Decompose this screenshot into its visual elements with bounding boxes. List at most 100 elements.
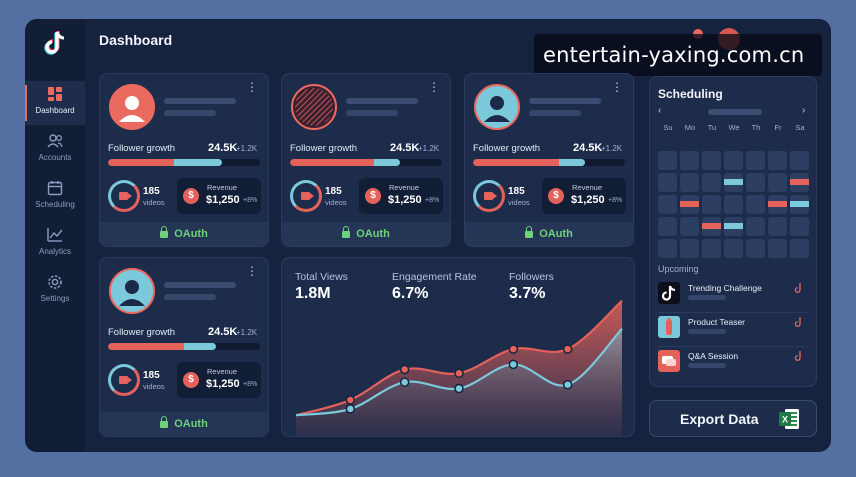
profile-avatar[interactable] xyxy=(109,268,155,314)
calendar-day-cell[interactable] xyxy=(702,151,721,170)
calendar-event-marker[interactable] xyxy=(768,201,787,207)
prev-month-icon[interactable]: ‹ xyxy=(658,105,662,116)
revenue-value: $1,250 xyxy=(206,194,240,206)
analytics-chart-card: Total Views 1.8M Engagement Rate 6.7% Fo… xyxy=(281,257,635,437)
calendar-event-marker[interactable] xyxy=(724,179,743,185)
calendar-day-cell[interactable] xyxy=(680,217,699,236)
profile-avatar[interactable] xyxy=(291,84,337,130)
calendar-day-cell[interactable] xyxy=(746,195,765,214)
calendar-day-cell[interactable] xyxy=(680,239,699,258)
data-point[interactable] xyxy=(562,344,573,354)
upcoming-title: Q&A Session xyxy=(688,351,739,361)
data-point[interactable] xyxy=(399,377,410,387)
calendar-day-cell[interactable] xyxy=(702,173,721,192)
revenue-value: $1,250 xyxy=(206,378,240,390)
data-point[interactable] xyxy=(454,383,464,394)
calendar-event-marker[interactable] xyxy=(790,201,809,207)
divider xyxy=(658,346,808,347)
lock-icon xyxy=(525,226,534,238)
follower-growth-label: Follower growth xyxy=(108,327,176,338)
follower-growth-label: Follower growth xyxy=(290,143,358,154)
oauth-button[interactable]: OAuth xyxy=(100,412,268,436)
profile-avatar[interactable] xyxy=(109,84,155,130)
area-chart xyxy=(295,299,623,436)
calendar-day-cell[interactable] xyxy=(768,239,787,258)
svg-text:X: X xyxy=(782,415,788,425)
calendar-day-cell[interactable] xyxy=(790,173,809,192)
data-point[interactable] xyxy=(399,364,410,375)
lock-icon xyxy=(342,226,351,238)
calendar-event-marker[interactable] xyxy=(790,179,809,185)
calendar-day-cell[interactable] xyxy=(768,173,787,192)
calendar-day-cell[interactable] xyxy=(790,239,809,258)
next-month-icon[interactable]: › xyxy=(802,105,806,116)
calendar-day-cell[interactable] xyxy=(724,195,743,214)
calendar-event-marker[interactable] xyxy=(724,223,743,229)
calendar-event-marker[interactable] xyxy=(702,223,721,229)
calendar-day-cell[interactable] xyxy=(724,239,743,258)
calendar-day-cell[interactable] xyxy=(658,217,677,236)
tiktok-logo-icon[interactable] xyxy=(41,29,69,57)
calendar-day-cell[interactable] xyxy=(790,151,809,170)
calendar-event-marker[interactable] xyxy=(680,201,699,207)
dashboard-app: Dashboard Accounts Scheduling Analytics … xyxy=(25,19,831,452)
calendar-day-cell[interactable] xyxy=(746,151,765,170)
upcoming-item[interactable]: Trending Challenge xyxy=(658,280,808,310)
day-of-week-label: Th xyxy=(751,123,761,132)
calendar-day-cell[interactable] xyxy=(746,239,765,258)
video-ring-icon xyxy=(108,364,140,396)
calendar-day-cell[interactable] xyxy=(702,239,721,258)
stat-engagement-rate: Engagement Rate 6.7% xyxy=(392,271,477,303)
sidebar-item-scheduling[interactable]: Scheduling xyxy=(25,175,85,219)
more-options-icon[interactable]: ⋮ xyxy=(611,80,623,94)
calendar-day-cell[interactable] xyxy=(680,195,699,214)
data-point[interactable] xyxy=(508,359,519,370)
video-ring-icon xyxy=(290,180,322,212)
data-point[interactable] xyxy=(454,368,464,379)
calendar-day-cell[interactable] xyxy=(746,173,765,192)
profile-avatar[interactable] xyxy=(474,84,520,130)
calendar-day-cell[interactable] xyxy=(702,195,721,214)
data-point[interactable] xyxy=(508,344,519,354)
more-options-icon[interactable]: ⋮ xyxy=(428,80,440,94)
calendar-day-cell[interactable] xyxy=(790,195,809,214)
revenue-delta: +8% xyxy=(243,381,258,388)
sidebar-item-label: Settings xyxy=(40,294,70,303)
calendar-day-cell[interactable] xyxy=(658,239,677,258)
sidebar: Dashboard Accounts Scheduling Analytics … xyxy=(25,19,85,452)
upcoming-title: Product Teaser xyxy=(688,317,746,327)
sidebar-item-settings[interactable]: Settings xyxy=(25,269,85,313)
data-point[interactable] xyxy=(345,395,356,405)
upcoming-item[interactable]: Q&A Session xyxy=(658,348,808,378)
data-point[interactable] xyxy=(562,379,573,390)
oauth-button[interactable]: OAuth xyxy=(282,222,450,246)
sidebar-item-analytics[interactable]: Analytics xyxy=(25,222,85,266)
oauth-button[interactable]: OAuth xyxy=(465,222,633,246)
calendar-day-cell[interactable] xyxy=(658,195,677,214)
sidebar-item-accounts[interactable]: Accounts xyxy=(25,128,85,172)
calendar-day-cell[interactable] xyxy=(768,195,787,214)
calendar-day-cell[interactable] xyxy=(724,173,743,192)
revenue-label: Revenue xyxy=(207,367,238,376)
calendar-day-cell[interactable] xyxy=(746,217,765,236)
more-options-icon[interactable]: ⋮ xyxy=(246,80,258,94)
calendar-day-cell[interactable] xyxy=(724,217,743,236)
sidebar-item-dashboard[interactable]: Dashboard xyxy=(25,81,85,125)
calendar-day-cell[interactable] xyxy=(768,151,787,170)
calendar-day-cell[interactable] xyxy=(702,217,721,236)
revenue-value: $1,250 xyxy=(388,194,422,206)
calendar-day-cell[interactable] xyxy=(680,173,699,192)
calendar-day-cell[interactable] xyxy=(658,173,677,192)
account-handle-placeholder xyxy=(164,294,216,300)
follower-growth-delta: +1.2K xyxy=(236,328,258,337)
oauth-button[interactable]: OAuth xyxy=(100,222,268,246)
calendar-day-cell[interactable] xyxy=(790,217,809,236)
calendar-day-cell[interactable] xyxy=(658,151,677,170)
data-point[interactable] xyxy=(345,404,356,414)
export-data-button[interactable]: Export Data X xyxy=(649,400,817,437)
calendar-day-cell[interactable] xyxy=(724,151,743,170)
upcoming-item[interactable]: Product Teaser xyxy=(658,314,808,344)
more-options-icon[interactable]: ⋮ xyxy=(246,264,258,278)
calendar-day-cell[interactable] xyxy=(768,217,787,236)
calendar-day-cell[interactable] xyxy=(680,151,699,170)
